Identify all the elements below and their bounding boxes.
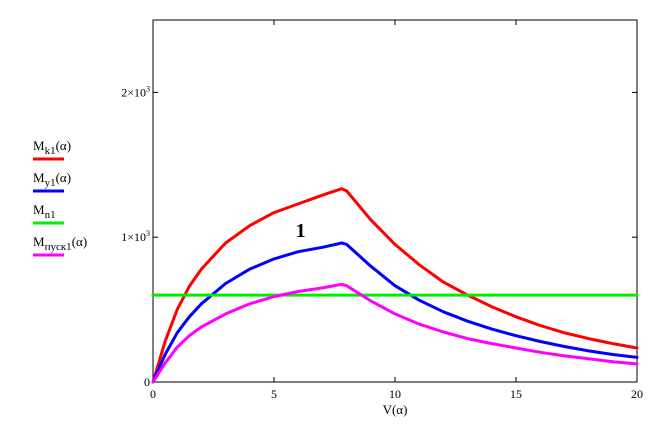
curve-annotation: 1	[296, 220, 306, 242]
x-axis: 0 5 10 15 20	[150, 20, 643, 401]
series-line-пуск1	[151, 282, 639, 384]
y-tick-label: 1×103	[121, 229, 150, 244]
plot-frame	[152, 19, 638, 383]
legend-label-y1: My1(α)	[33, 170, 71, 189]
x-tick-label: 20	[631, 387, 643, 401]
x-tick-label: 5	[271, 387, 277, 401]
y-axis: 0 1×103 2×103	[121, 84, 637, 389]
series-line-k1	[151, 187, 639, 384]
legend: Mk1(α) My1(α) Mn1 Mпуск1(α)	[33, 138, 87, 257]
y-tick-label: 2×103	[121, 84, 150, 99]
x-tick-label: 10	[389, 387, 401, 401]
x-tick-label: 15	[510, 387, 522, 401]
x-tick-label: 0	[150, 387, 156, 401]
legend-label-k1: Mk1(α)	[33, 138, 71, 157]
x-axis-label: V(α)	[383, 402, 408, 417]
legend-label-пуск1: Mпуск1(α)	[33, 234, 87, 253]
y-tick-label: 0	[144, 375, 150, 389]
series-line-y1	[151, 241, 639, 384]
annotations: 1	[296, 220, 306, 242]
series-lines	[151, 187, 639, 384]
legend-label-n1: Mn1	[33, 202, 56, 221]
